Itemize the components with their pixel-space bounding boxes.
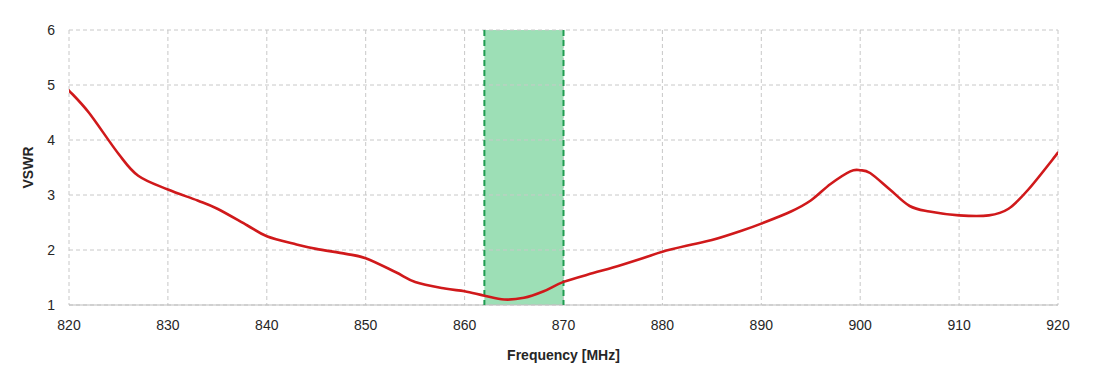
x-grid-line — [662, 30, 663, 305]
x-grid-line — [959, 30, 960, 305]
series-group — [69, 91, 1058, 300]
x-grid-line — [1058, 30, 1059, 305]
x-grid-line — [69, 30, 70, 305]
x-tick-label: 890 — [750, 317, 774, 333]
x-grid-line — [563, 30, 564, 305]
x-tick-label: 820 — [57, 317, 81, 333]
x-grid-line — [167, 30, 168, 305]
band-border — [563, 30, 565, 305]
x-grid-line — [266, 30, 267, 305]
y-tick-label: 6 — [47, 22, 55, 38]
y-axis-title: VSWR — [20, 147, 36, 189]
x-grid-line — [860, 30, 861, 305]
band-borders — [484, 30, 563, 305]
x-tick-label: 880 — [651, 317, 675, 333]
y-tick-label: 1 — [47, 297, 55, 313]
band-border — [483, 30, 485, 305]
y-tick-label: 3 — [47, 187, 55, 203]
shaded-band — [484, 30, 563, 305]
x-tick-label: 870 — [552, 317, 576, 333]
x-tick-label: 920 — [1046, 317, 1070, 333]
x-tick-label: 850 — [354, 317, 378, 333]
x-grid-line — [365, 30, 366, 305]
y-tick-label: 2 — [47, 242, 55, 258]
chart-container: 820 830 840 850 860 870 880 890 900 910 920 1 2 3 4 5 6 F… — [0, 0, 1110, 375]
x-tick-label: 860 — [453, 317, 477, 333]
x-tick-label: 830 — [156, 317, 180, 333]
x-axis-title: Frequency [MHz] — [507, 347, 620, 363]
x-tick-label: 840 — [255, 317, 279, 333]
grid — [69, 30, 1058, 305]
x-tick-label: 900 — [849, 317, 873, 333]
y-tick-label: 5 — [47, 77, 55, 93]
x-tick-label: 910 — [947, 317, 971, 333]
band-group — [484, 30, 563, 305]
y-tick-label: 4 — [47, 132, 55, 148]
x-grid-line — [761, 30, 762, 305]
x-grid-line — [464, 30, 465, 305]
series-line — [69, 91, 1058, 300]
chart-svg: 820 830 840 850 860 870 880 890 900 910 920 1 2 3 4 5 6 F… — [0, 0, 1110, 375]
